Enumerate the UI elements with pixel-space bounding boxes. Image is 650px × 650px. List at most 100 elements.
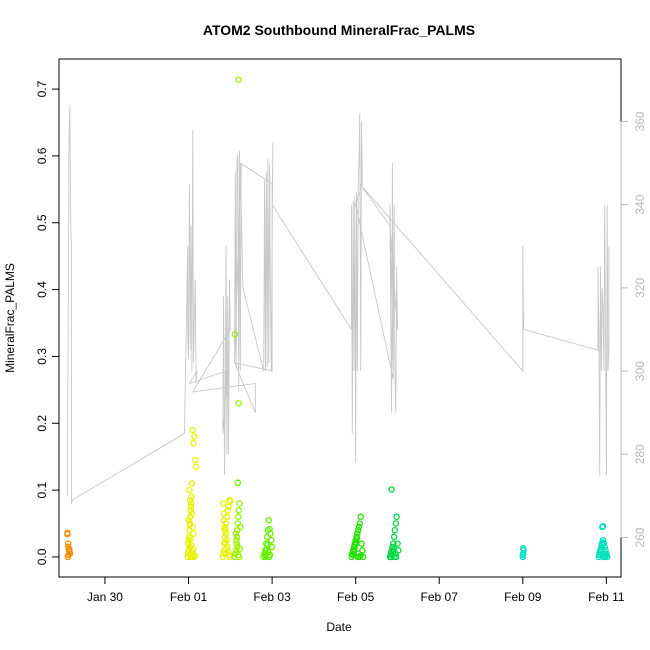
- data-point: [235, 506, 242, 514]
- data-point: [232, 530, 239, 537]
- y-tick-label: 0.6: [35, 147, 49, 164]
- plot-frame: [58, 58, 622, 578]
- data-point: [64, 553, 72, 561]
- data-point: [235, 553, 243, 561]
- x-tick-label: Feb 05: [337, 590, 375, 604]
- data-point: [357, 513, 364, 521]
- data-point: [602, 552, 610, 559]
- data-point: [392, 550, 399, 557]
- data-point: [388, 486, 395, 493]
- data-point: [191, 433, 198, 440]
- data-point: [352, 538, 360, 546]
- x-tick-label: Feb 07: [421, 590, 459, 604]
- data-point: [393, 513, 400, 521]
- data-point: [236, 500, 243, 507]
- y2-tick-label: 300: [633, 361, 647, 381]
- chart-title: ATOM2 Southbound MineralFrac_PALMS: [203, 22, 475, 38]
- data-point: [354, 526, 362, 534]
- data-point: [187, 503, 195, 511]
- x-tick-label: Jan 30: [87, 590, 123, 604]
- data-point: [188, 493, 195, 501]
- x-tick-label: Feb 09: [504, 590, 542, 604]
- data-point: [186, 486, 193, 494]
- data-point: [233, 540, 240, 547]
- data-point: [351, 545, 358, 553]
- x-tick-label: Feb 11: [588, 590, 625, 604]
- data-point: [186, 521, 194, 529]
- data-point: [235, 513, 242, 521]
- data-point: [357, 552, 364, 559]
- data-point: [265, 516, 273, 524]
- y-axis-label: MineralFrac_PALMS: [3, 263, 17, 373]
- data-point: [264, 541, 271, 549]
- data-point: [233, 533, 241, 541]
- data-point: [237, 523, 244, 531]
- x-axis-label: Date: [326, 620, 352, 634]
- data-point: [519, 545, 527, 552]
- data-point: [519, 553, 527, 561]
- data-point: [220, 510, 228, 517]
- data-point: [66, 545, 73, 553]
- data-point: [222, 545, 230, 553]
- data-point: [597, 545, 605, 553]
- y-tick-label: 0.3: [35, 348, 49, 365]
- y-tick-label: 0.5: [35, 214, 49, 231]
- data-point: [355, 523, 363, 531]
- data-point: [190, 440, 197, 447]
- data-point: [185, 540, 192, 547]
- x-tick-label: Feb 03: [253, 590, 291, 604]
- data-point: [232, 550, 239, 557]
- y2-tick-label: 280: [633, 444, 647, 464]
- data-point: [227, 498, 234, 505]
- data-point: [219, 500, 227, 507]
- data-point: [187, 500, 195, 507]
- data-point: [219, 553, 227, 561]
- y2-tick-label: 340: [633, 194, 647, 214]
- data-point: [391, 526, 399, 534]
- data-point: [188, 480, 196, 487]
- data-point: [266, 551, 274, 559]
- y-tick-label: 0.7: [35, 80, 49, 97]
- data-point: [189, 553, 196, 561]
- data-point: [191, 456, 199, 464]
- data-point: [220, 516, 227, 524]
- data-point: [394, 540, 401, 547]
- data-point: [233, 536, 240, 544]
- data-point: [192, 463, 200, 470]
- data-point: [189, 426, 196, 434]
- data-point: [235, 76, 242, 83]
- data-point: [236, 545, 244, 553]
- data-point: [263, 533, 271, 541]
- y2-tick-label: 260: [633, 527, 647, 547]
- data-point: [188, 541, 195, 549]
- data-point: [353, 534, 361, 542]
- data-point: [359, 547, 366, 554]
- data-point: [187, 534, 194, 542]
- data-point: [231, 331, 239, 338]
- y-tick-label: 0.1: [35, 481, 49, 498]
- data-point: [187, 506, 194, 514]
- x-tick-label: Feb 01: [170, 590, 208, 604]
- data-point: [64, 530, 71, 538]
- y2-tick-label: 320: [633, 278, 647, 298]
- data-point: [599, 522, 607, 530]
- y-tick-label: 0.4: [35, 281, 49, 298]
- data-point: [186, 513, 194, 521]
- data-point: [267, 530, 274, 537]
- data-point: [268, 536, 275, 544]
- data-point: [234, 479, 242, 487]
- data-point: [599, 538, 606, 546]
- secondary-series-line: [66, 104, 610, 505]
- data-point: [222, 538, 229, 546]
- secondary-y-axis: 260 280 300 320 340 360: [620, 111, 647, 547]
- data-point: [221, 525, 228, 533]
- y-tick-label: 0.0: [35, 548, 49, 565]
- data-point: [186, 496, 194, 504]
- y2-tick-label: 360: [633, 111, 647, 131]
- data-point: [224, 506, 232, 514]
- data-point: [188, 510, 196, 517]
- data-point: [519, 551, 527, 559]
- data-point: [235, 399, 242, 407]
- y-tick-label: 0.2: [35, 415, 49, 432]
- data-point: [190, 530, 197, 537]
